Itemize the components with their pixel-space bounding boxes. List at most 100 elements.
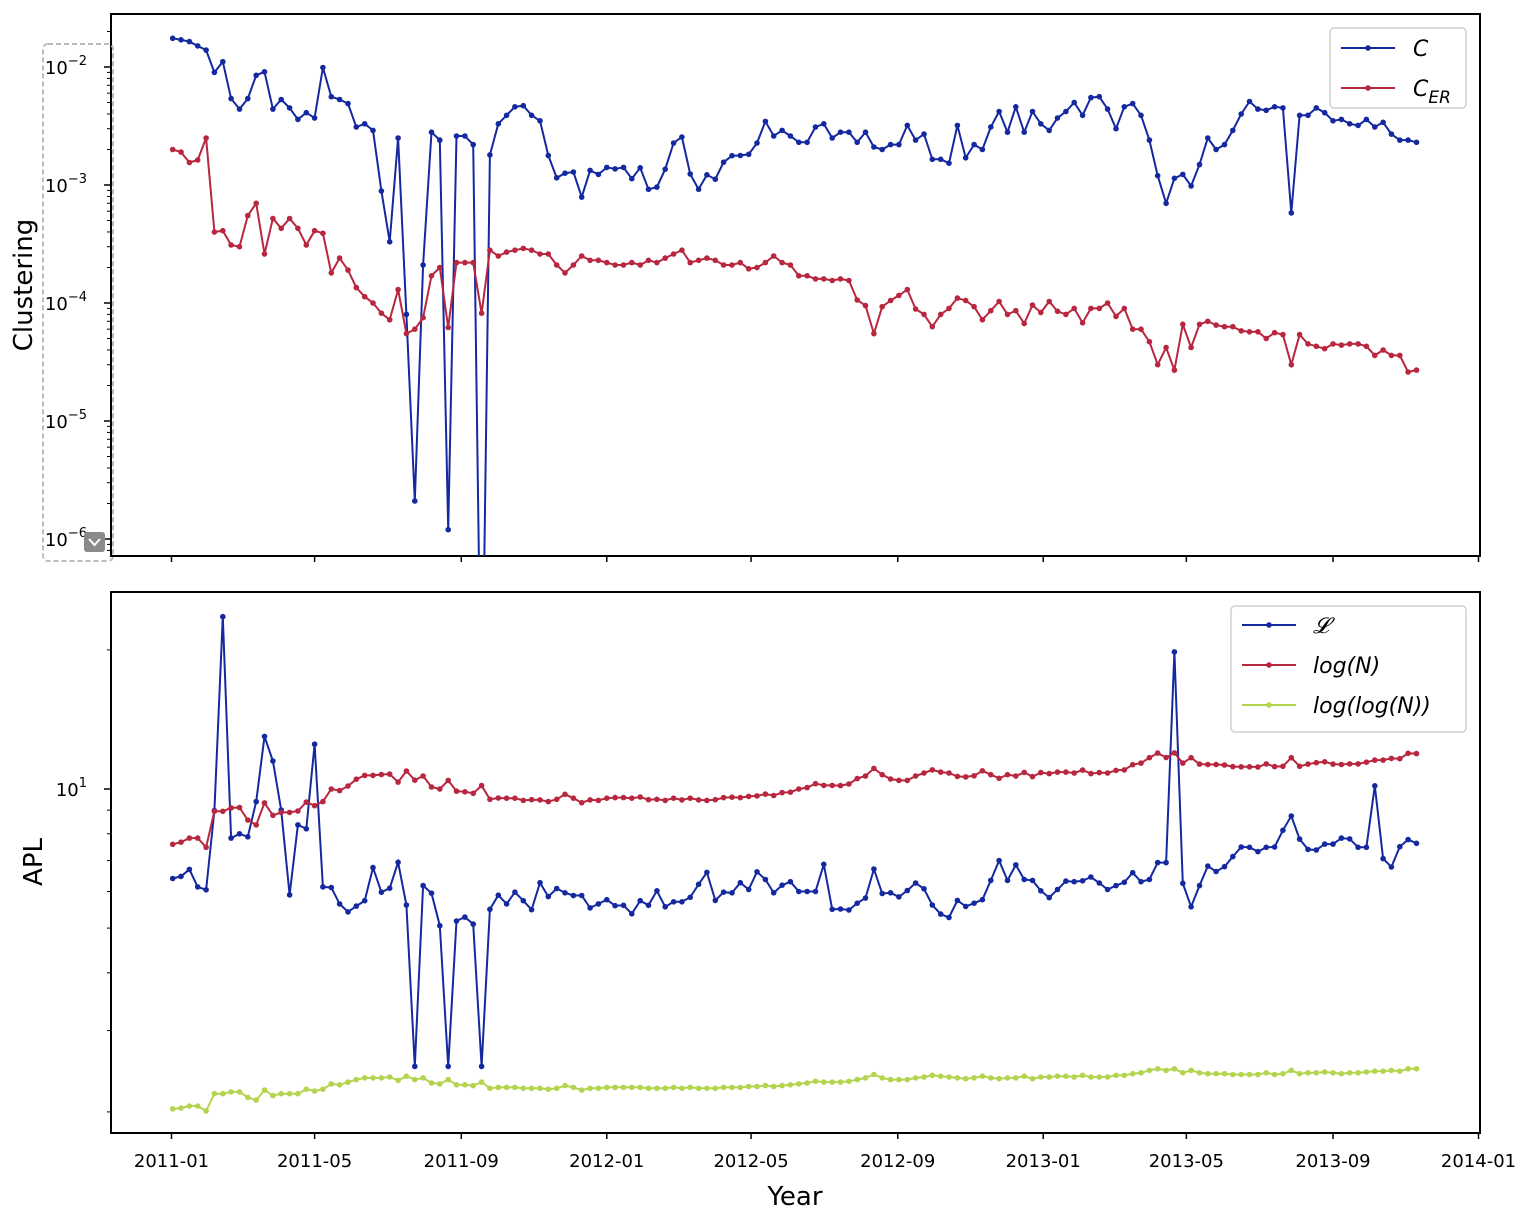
series-c-point xyxy=(1372,124,1378,130)
series-logn-point xyxy=(979,768,986,774)
series-c-point xyxy=(1330,118,1336,124)
series-loglogn-point xyxy=(420,1075,426,1081)
series-logn-point xyxy=(1104,770,1111,776)
series-c-er-point xyxy=(1280,331,1286,338)
series-c-er-point xyxy=(796,273,802,279)
series-c-point xyxy=(1004,129,1011,135)
x-tick-label: 2012-01 xyxy=(569,1151,644,1172)
series-apl-point xyxy=(203,887,209,893)
series-c-point xyxy=(169,35,176,42)
series-c-point xyxy=(403,311,410,318)
series-c-er-point xyxy=(1388,352,1395,359)
series-apl-point xyxy=(562,890,568,896)
series-loglogn-point xyxy=(395,1077,401,1084)
series-apl-point xyxy=(169,875,176,882)
series-logn-point xyxy=(612,794,618,801)
series-c-er-point xyxy=(295,225,301,232)
series-logn-point xyxy=(1280,763,1286,770)
series-c-er-point xyxy=(1054,308,1061,315)
series-c-er-point xyxy=(1363,343,1370,350)
series-c-er-point xyxy=(470,259,477,266)
series-c-point xyxy=(962,155,969,161)
series-loglogn-point xyxy=(537,1085,543,1092)
series-c-er-point xyxy=(1071,305,1077,312)
series-apl-point xyxy=(303,826,310,832)
series-c-point xyxy=(971,141,977,148)
series-apl-point xyxy=(812,888,819,895)
series-logn-point xyxy=(604,795,610,801)
series-apl-point xyxy=(311,741,318,747)
plot-area xyxy=(110,13,1481,557)
series-loglogn-point xyxy=(495,1084,502,1091)
series-loglogn-point xyxy=(821,1079,827,1085)
series-loglogn-point xyxy=(1338,1070,1345,1077)
series-c-point xyxy=(445,526,452,533)
legend-marker xyxy=(1365,45,1371,51)
series-apl-point xyxy=(370,864,376,871)
collapse-button[interactable] xyxy=(84,532,105,552)
series-c-point xyxy=(194,43,201,49)
series-c-er-point xyxy=(395,286,401,293)
series-loglogn-point xyxy=(462,1082,468,1088)
series-loglogn-point xyxy=(1413,1066,1420,1072)
series-logn-point xyxy=(220,808,226,815)
tick-label-selection-overlay[interactable] xyxy=(42,43,114,562)
series-c-er-point xyxy=(270,215,276,222)
series-c-er-point xyxy=(821,276,827,282)
series-loglogn-point xyxy=(779,1082,785,1089)
series-loglogn-point xyxy=(787,1082,794,1088)
series-c-er-point xyxy=(804,273,810,279)
series-c-point xyxy=(854,139,860,146)
series-apl-point xyxy=(1321,841,1328,847)
series-c-er-point xyxy=(211,229,218,235)
series-loglogn-point xyxy=(1246,1071,1253,1078)
series-c-er-point xyxy=(1346,341,1353,347)
series-loglogn-point xyxy=(378,1075,385,1081)
series-apl-point xyxy=(587,905,593,911)
series-apl-point xyxy=(503,901,510,907)
series-c-point xyxy=(770,133,777,139)
series-loglogn-point xyxy=(654,1085,660,1092)
series-logn-point xyxy=(353,776,360,782)
series-c-er-point xyxy=(887,297,894,304)
series-loglogn-point xyxy=(695,1085,702,1092)
series-apl-point xyxy=(1330,841,1336,847)
x-tick-label: 2013-01 xyxy=(1006,1151,1081,1172)
series-loglogn-point xyxy=(278,1090,285,1097)
series-apl-point xyxy=(862,895,869,901)
series-loglogn-point xyxy=(770,1083,777,1090)
series-c-point xyxy=(737,152,744,159)
series-c-point xyxy=(253,72,259,79)
series-c-er-point xyxy=(954,295,961,301)
series-logn-point xyxy=(378,771,385,778)
series-logn-point xyxy=(1029,773,1036,780)
series-loglogn-point xyxy=(562,1082,568,1089)
series-apl-point xyxy=(1346,836,1353,842)
series-c-point xyxy=(1221,141,1228,148)
series-logn-point xyxy=(1146,754,1153,761)
series-loglogn-point xyxy=(670,1084,677,1091)
series-apl-point xyxy=(1129,869,1136,876)
series-c-er-point xyxy=(937,311,944,318)
series-logn-point xyxy=(453,788,460,794)
series-c-er-point xyxy=(495,253,502,259)
series-apl-point xyxy=(887,890,894,896)
series-c-point xyxy=(1338,116,1345,123)
series-logn-point xyxy=(445,777,452,784)
series-c-point xyxy=(729,152,735,159)
series-logn-point xyxy=(862,773,869,779)
series-c-point xyxy=(311,115,318,121)
series-logn-point xyxy=(1088,770,1094,777)
series-c-er-point xyxy=(1405,369,1411,375)
series-logn-point xyxy=(286,809,293,816)
series-logn-point xyxy=(169,841,176,848)
series-logn-point xyxy=(1288,754,1295,761)
series-loglogn-point xyxy=(662,1085,668,1092)
series-apl-point xyxy=(1171,649,1178,655)
series-logn-point xyxy=(403,768,410,774)
series-c-point xyxy=(1146,137,1153,143)
series-loglogn-point xyxy=(1405,1066,1411,1072)
legend-box xyxy=(1230,605,1467,733)
series-loglogn-point xyxy=(612,1084,618,1091)
series-c-point xyxy=(1413,139,1420,146)
